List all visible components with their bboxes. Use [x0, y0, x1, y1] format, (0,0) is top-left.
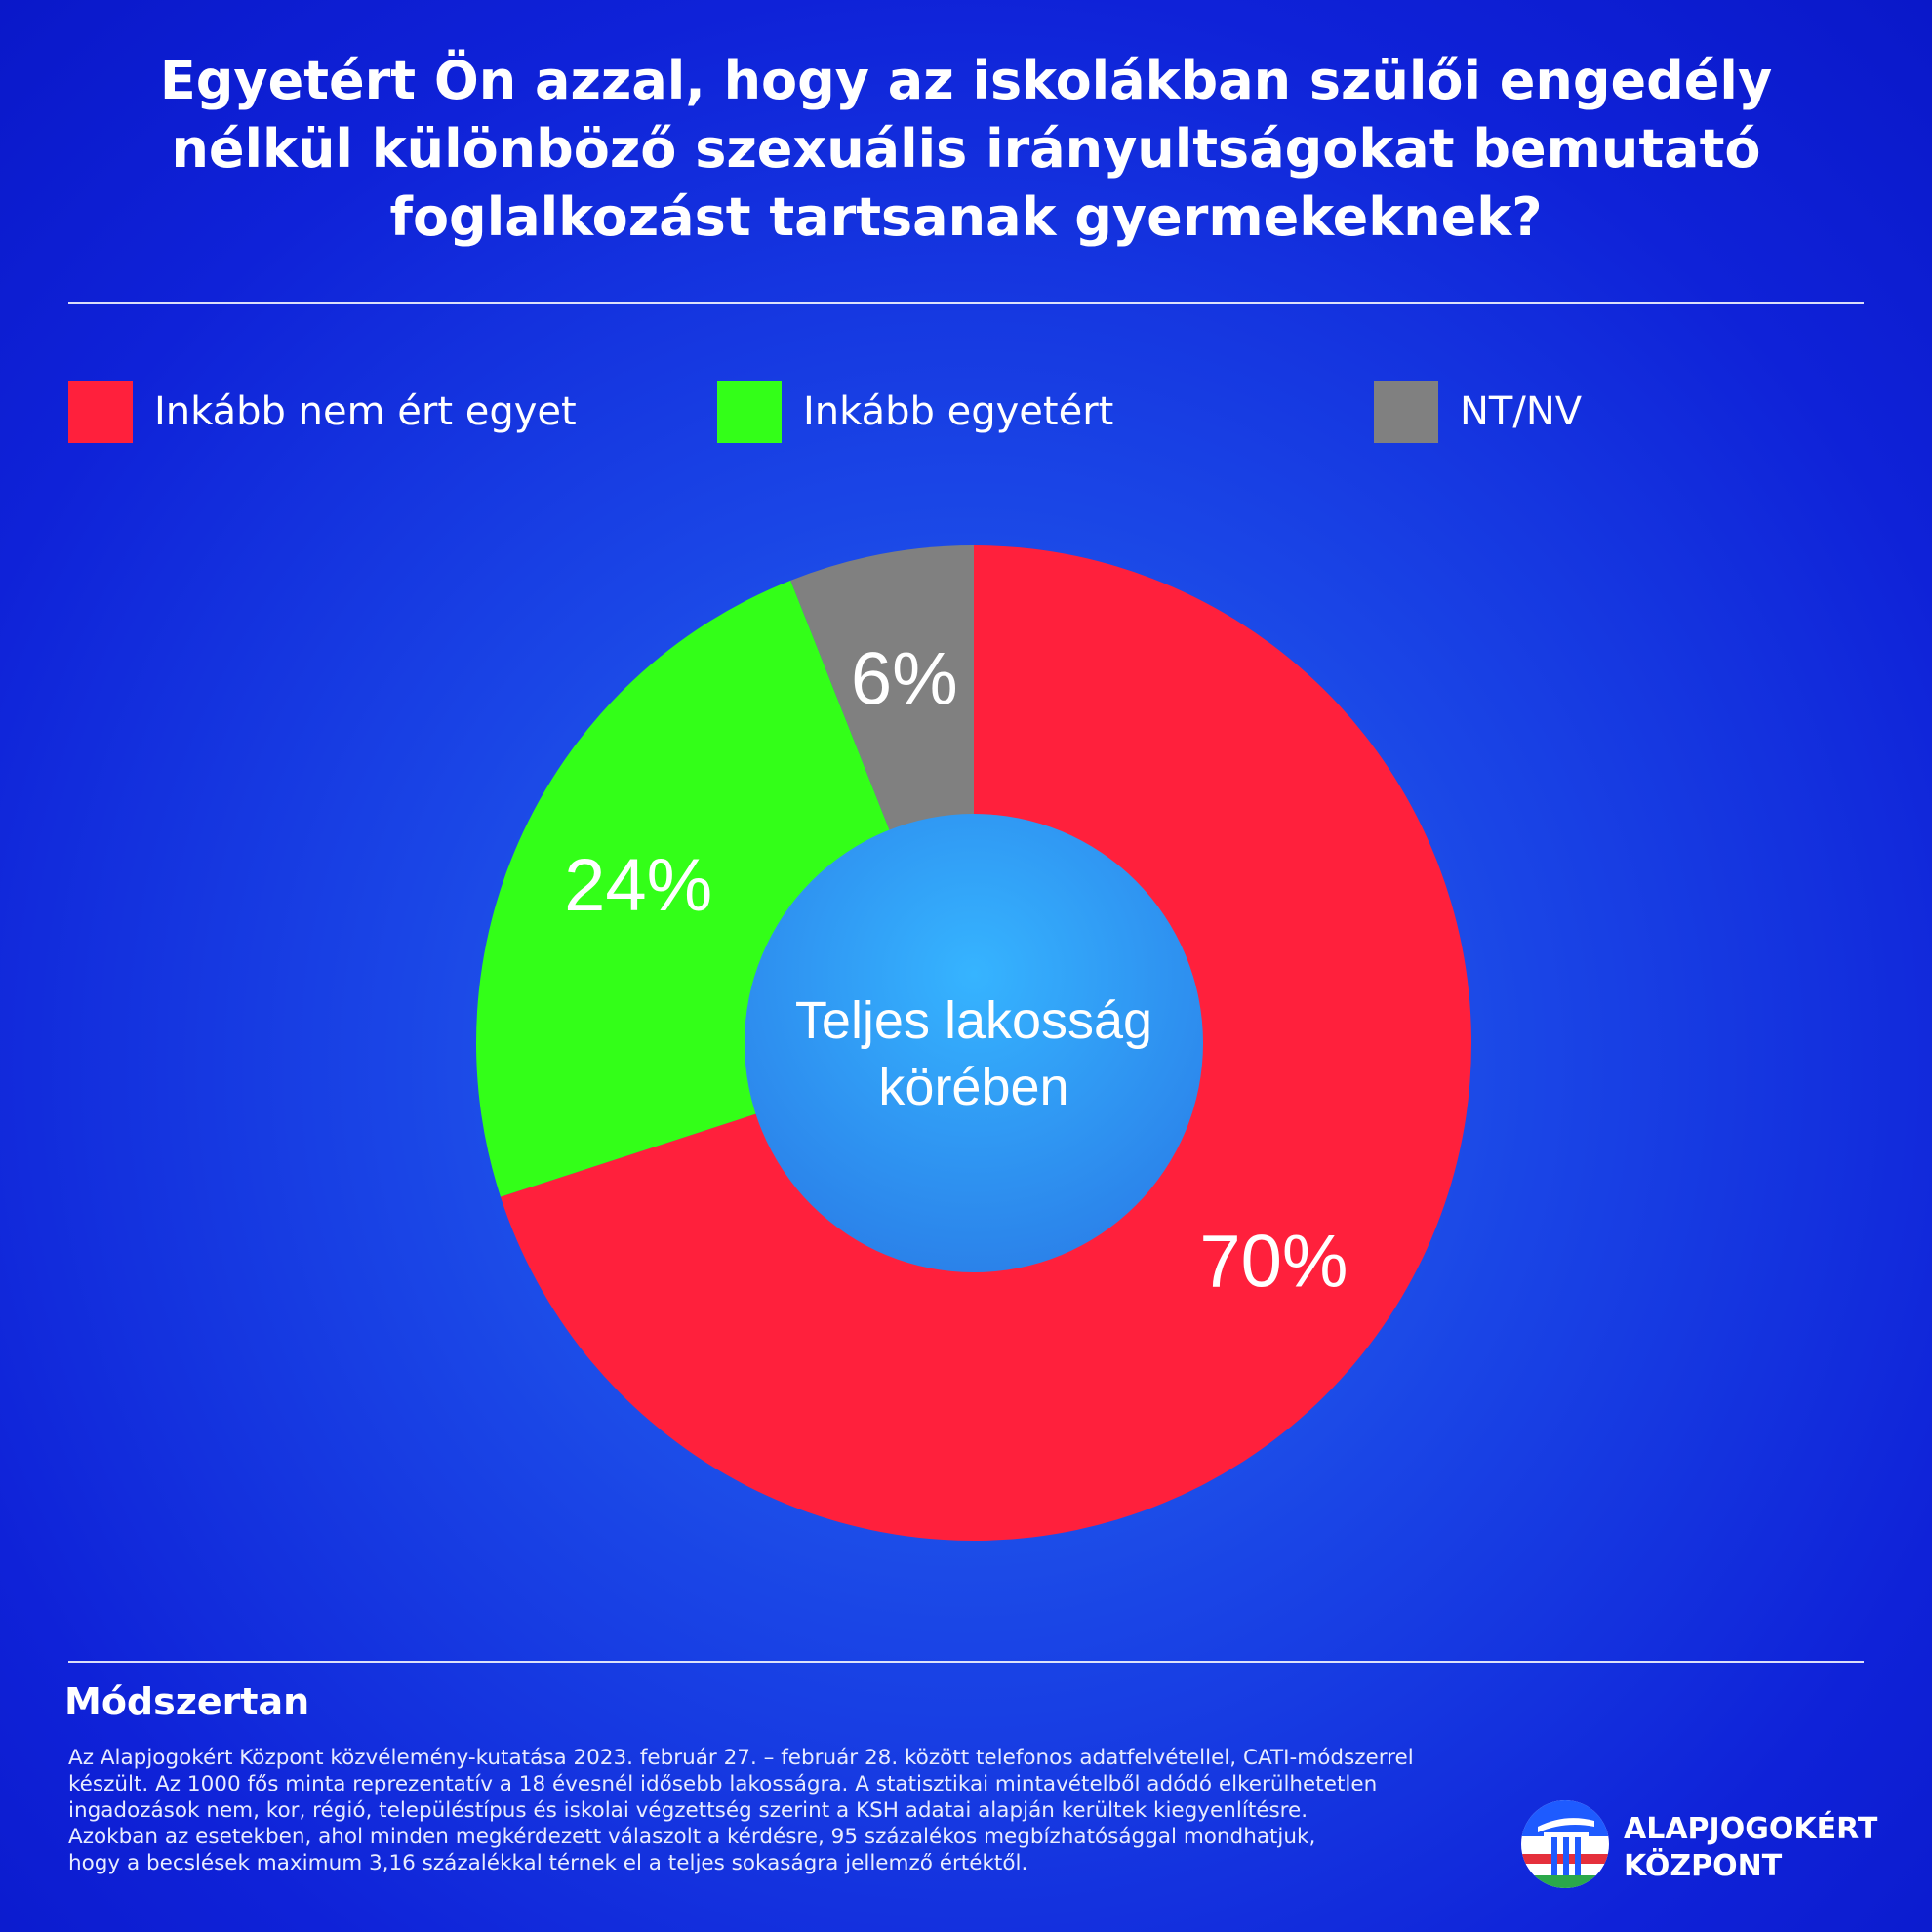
logo: ALAPJOGOKÉRT KÖZPONT — [1518, 1797, 1879, 1895]
methodology-heading: Módszertan — [64, 1680, 310, 1723]
legend-swatch — [68, 381, 133, 443]
slice-label-2: 6% — [851, 638, 958, 721]
legend-label: Inkább egyetért — [803, 389, 1114, 434]
slice-label-1: 24% — [564, 844, 712, 927]
center-label-line: Teljes lakosság — [795, 991, 1152, 1050]
legend-item-agree: Inkább egyetért — [717, 381, 1113, 443]
logo-text-line: ALAPJOGOKÉRT — [1624, 1812, 1878, 1846]
methodology-line: ingadozások nem, kor, régió, településtí… — [68, 1798, 1308, 1823]
methodology-line: hogy a becslések maximum 3,16 százalékka… — [68, 1851, 1028, 1875]
methodology-line: Azokban az esetekben, ahol minden megkér… — [68, 1825, 1316, 1849]
title-line: foglalkozást tartsanak gyermekeknek? — [389, 186, 1543, 248]
top-divider — [68, 302, 1864, 304]
legend-label: NT/NV — [1460, 389, 1583, 434]
legend-swatch — [1374, 381, 1438, 443]
chart-title: Egyetért Ön azzal, hogy az iskolákban sz… — [88, 47, 1844, 252]
legend-label: Inkább nem ért egyet — [154, 389, 577, 434]
logo-text-line: KÖZPONT — [1624, 1849, 1783, 1883]
methodology-text: Az Alapjogokért Központ közvélemény-kuta… — [68, 1745, 1512, 1876]
bottom-divider — [68, 1661, 1864, 1663]
logo-text: ALAPJOGOKÉRT KÖZPONT — [1624, 1811, 1877, 1885]
methodology-line: Az Alapjogokért Központ közvélemény-kuta… — [68, 1746, 1414, 1770]
methodology-line: készült. Az 1000 fős minta reprezentatív… — [68, 1772, 1378, 1796]
center-label-line: körében — [878, 1058, 1068, 1116]
legend-swatch — [717, 381, 782, 443]
legend-item-disagree: Inkább nem ért egyet — [68, 381, 577, 443]
column-logo-icon — [1521, 1800, 1609, 1888]
slice-label-0: 70% — [1199, 1220, 1348, 1303]
title-line: nélkül különböző szexuális irányultságok… — [171, 118, 1761, 180]
donut-hole — [745, 814, 1203, 1272]
legend-item-no-answer: NT/NV — [1374, 381, 1582, 443]
title-line: Egyetért Ön azzal, hogy az iskolákban sz… — [159, 50, 1773, 111]
